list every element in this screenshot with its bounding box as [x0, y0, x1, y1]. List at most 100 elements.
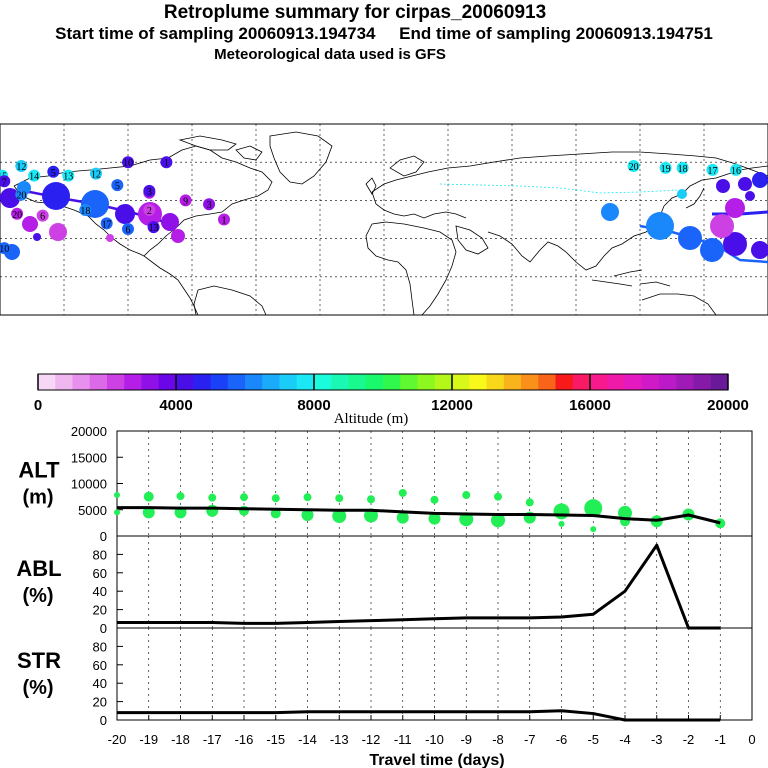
plume-circle: [33, 233, 41, 241]
plume-day-label: 20: [12, 210, 22, 221]
altitude-point: [462, 491, 471, 500]
plume-day-label: 18: [80, 206, 90, 217]
colorbar-cell: [538, 374, 556, 390]
plume-point: [122, 223, 134, 236]
x-tick-label: -4: [619, 732, 631, 747]
coast-greenland: [269, 131, 333, 185]
coast-japan: [685, 187, 705, 209]
x-tick-label: -17: [203, 732, 222, 747]
plume-circle: [710, 214, 734, 238]
x-tick-label: -18: [171, 732, 190, 747]
y-tick-label: 0: [100, 621, 107, 636]
altitude-point: [459, 512, 474, 527]
plume-circle: [646, 212, 674, 240]
x-tick-label: -20: [108, 732, 127, 747]
series-line: [117, 506, 721, 525]
x-tick-label: -11: [394, 732, 412, 747]
y-tick-label: 80: [93, 547, 107, 562]
colorbar-cell: [72, 374, 91, 390]
sampling-times: Start time of sampling 20060913.194734 E…: [0, 24, 768, 44]
plume-point: [160, 156, 173, 169]
colorbar-cell: [176, 374, 194, 390]
plume-circle: [751, 241, 768, 259]
plume-point: [90, 167, 102, 180]
plume-circle: [716, 179, 730, 193]
altitude-point: [270, 508, 281, 519]
trajectory-line: [439, 183, 681, 194]
altitude-point: [367, 495, 375, 504]
colorbar-cell: [348, 374, 367, 390]
plume-circle: [601, 203, 619, 221]
time-series-panels: 0 5000 10000 15000 20000 ALT (m) 0 20 40 60 80 ABL (%…: [16, 424, 755, 768]
colorbar-cell: [279, 374, 298, 390]
plume-point: [47, 165, 60, 178]
altitude-point: [271, 494, 280, 503]
plume-day-label: 6: [40, 212, 45, 223]
altitude-point: [332, 509, 347, 524]
x-tick-label: -10: [425, 732, 444, 747]
colorbar-cell: [55, 374, 73, 390]
altitude-point: [240, 493, 248, 502]
coast-africa: [365, 221, 457, 316]
x-tick-label: -13: [330, 732, 349, 747]
plume-point: [627, 160, 640, 173]
series-line: [117, 543, 721, 630]
colorbar-cell: [607, 374, 625, 390]
colorbar-cell: [124, 374, 142, 390]
colorbar-cell: [452, 374, 470, 390]
met-data-label: Meteorological data used is GFS: [214, 46, 446, 63]
plume-circle: [752, 172, 768, 188]
colorbar-cell: [89, 374, 108, 390]
colorbar-cell: [331, 374, 349, 390]
x-tick-label: -2: [683, 732, 695, 747]
colorbar-tick-label: 20000: [707, 397, 749, 414]
plume-point: [147, 221, 160, 234]
colorbar-tick-label: 0: [34, 397, 42, 414]
x-tick-label: -14: [298, 732, 317, 747]
plume-day-label: 1: [222, 216, 227, 227]
colorbar-cell: [572, 374, 591, 390]
altitude-point: [206, 504, 219, 517]
plume-day-label: 17: [708, 166, 718, 177]
plume-circle: [700, 238, 724, 262]
colorbar-cell: [262, 374, 280, 390]
colorbar-cell: [555, 374, 574, 390]
y-tick-label: 20: [93, 603, 107, 618]
plume-day-label: 16: [731, 166, 741, 177]
colorbar-cell: [417, 374, 436, 390]
plume-point: [62, 169, 75, 182]
y-tick-label: 40: [93, 584, 107, 599]
plume-day-label: 17: [102, 219, 112, 230]
altitude-point: [430, 495, 439, 504]
plume-day-label: 10: [0, 244, 9, 255]
plume-day-label: 3: [147, 187, 152, 198]
y-tick-label: 15000: [71, 450, 107, 465]
plume-circle: [677, 189, 687, 199]
colorbar-cell: [676, 374, 694, 390]
plume-point: [218, 213, 230, 226]
x-tick-label: -12: [362, 732, 381, 747]
altitude-point: [335, 494, 344, 503]
colorbar-cell: [693, 374, 712, 390]
altitude-point: [143, 491, 154, 502]
coast-eurasia-north: [371, 151, 768, 193]
coast-na-west: [13, 185, 145, 257]
plume-day-label: 18: [678, 164, 688, 175]
plume-day-label: 7: [2, 177, 7, 188]
x-tick-label: -7: [524, 732, 536, 747]
colorbar-cell: [193, 374, 211, 390]
plume-point: [0, 175, 11, 188]
colorbar-cell: [245, 374, 263, 390]
panel-unit-label: (%): [22, 677, 53, 699]
plume-circle: [0, 188, 20, 208]
colorbar-cell: [227, 374, 246, 390]
plume-day-label: 3: [207, 200, 212, 211]
plume-day-label: 1: [164, 158, 169, 169]
plume-day-label: 12: [91, 170, 101, 181]
colorbar-tick-label: 4000: [159, 397, 192, 414]
coast-arctic-islands: [178, 135, 263, 161]
y-tick-label: 60: [93, 566, 107, 581]
plume-circle: [723, 232, 747, 256]
colorbar-cell: [469, 374, 487, 390]
